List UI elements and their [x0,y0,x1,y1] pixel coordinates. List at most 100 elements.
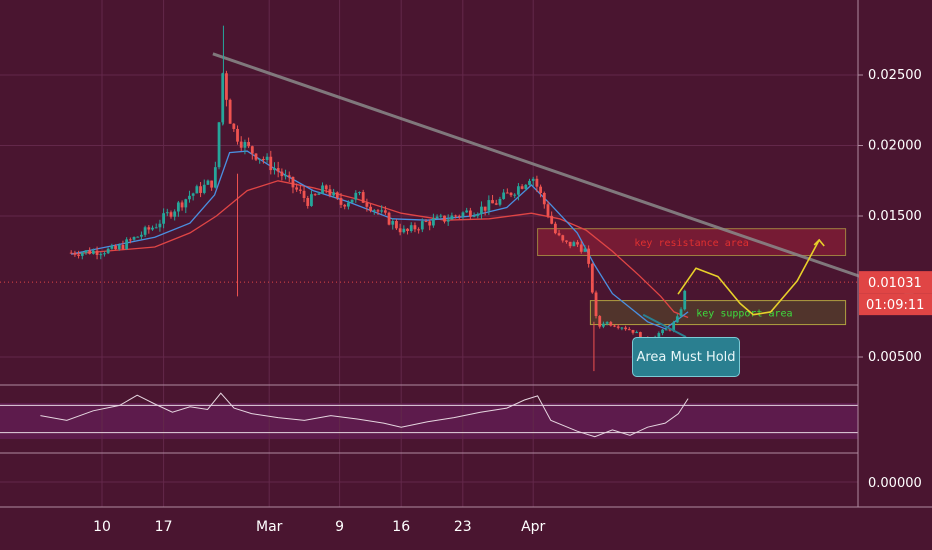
trendline-layer [212,52,932,303]
rsi-line [40,392,689,438]
candle-body [613,325,616,327]
y-tick-label: 0.01500 [868,209,922,224]
candle-body [468,210,472,217]
x-tick-label: 16 [392,519,410,535]
candle-body [620,327,624,329]
candle-body [184,199,188,208]
candle-body [125,239,129,249]
candle-body [136,236,140,238]
candle-body [583,248,587,252]
candle-body [147,227,151,230]
last-price-label: 0.01031 [868,276,922,291]
candle-body [391,221,395,225]
candle-body [217,122,221,168]
candle-body [324,185,328,190]
candle-body [616,326,620,328]
candle-body [498,198,502,205]
candle-body [657,333,661,337]
ma-fast-line [71,150,689,330]
y-tick-label: 0.02000 [868,139,922,154]
candle-body [298,189,302,191]
candle-body [121,244,125,249]
candle-body [602,323,605,327]
y-tick-label: 0.00500 [868,350,922,365]
candle-body [173,211,177,217]
candle-body [524,184,528,189]
candle-body [450,215,454,220]
price-series [0,25,858,372]
candle-body [594,292,598,317]
candle-body [106,248,110,254]
candle-body [295,187,299,190]
candle-body [151,227,154,230]
candle-body [557,233,561,236]
candle-body [313,194,317,196]
candle-body [117,244,121,250]
resistance-label: key resistance area [634,238,748,249]
y-tick-label: 0.02500 [868,68,922,83]
candle-body [265,156,269,160]
candle-body [550,215,554,224]
candle-body [579,244,583,252]
candle-body [528,180,531,185]
candle-body [361,192,365,203]
candle-body [609,322,613,326]
candle-body [258,158,262,160]
candle-body [350,199,354,203]
candle-body [103,253,106,255]
candle-body [199,186,202,193]
candle-body [513,194,517,196]
candle-body [287,175,291,177]
candle-body [95,250,99,255]
candle-body [675,316,679,323]
x-tick-label: 10 [93,519,111,535]
candle-body [195,186,199,194]
x-tick-label: 9 [335,519,344,535]
candle-body [494,203,498,205]
candle-body [165,212,169,214]
candle-body [661,329,664,334]
candle-body [343,204,347,207]
candle-body [590,263,594,293]
candle-body [672,322,676,331]
candle-body [169,212,173,217]
candle-body [502,192,506,199]
candle-body [280,171,284,177]
candle-body [202,184,206,193]
annotation-boxes: key resistance area key support area [537,228,847,326]
candle-body [210,180,214,188]
candle-body [162,213,165,224]
candle-body [576,242,579,245]
overlay-layer [642,238,825,338]
x-tick-label: Mar [256,519,283,535]
candle-body [317,193,321,195]
candle-body [539,186,542,193]
candle-body [143,227,147,235]
candle-body [542,192,546,205]
candle-body [406,228,409,231]
candle-body [443,215,446,222]
candle-body [461,212,465,217]
candle-body [188,195,191,200]
candle-body [335,192,339,199]
candle-body [221,73,225,123]
candle-body [664,329,668,331]
candle-body [232,123,236,129]
candle-body [236,128,239,142]
candle-body [77,254,80,256]
candle-body [465,210,469,213]
candle-body [428,221,432,226]
candle-body [80,252,84,256]
candle-body [239,141,243,148]
lower-y-tick-label: 0.00000 [868,476,922,491]
axes: 0.02500 0.02000 0.01500 0.00500 10 17 Mar 9 16 23… [0,0,932,535]
candle-body [395,221,398,229]
x-tick-label: Apr [521,519,545,535]
candle-body [269,156,273,171]
candle-body [250,146,254,154]
candle-body [328,189,332,196]
candle-body [587,248,591,264]
candle-body [435,216,439,219]
candle-body [254,153,258,160]
